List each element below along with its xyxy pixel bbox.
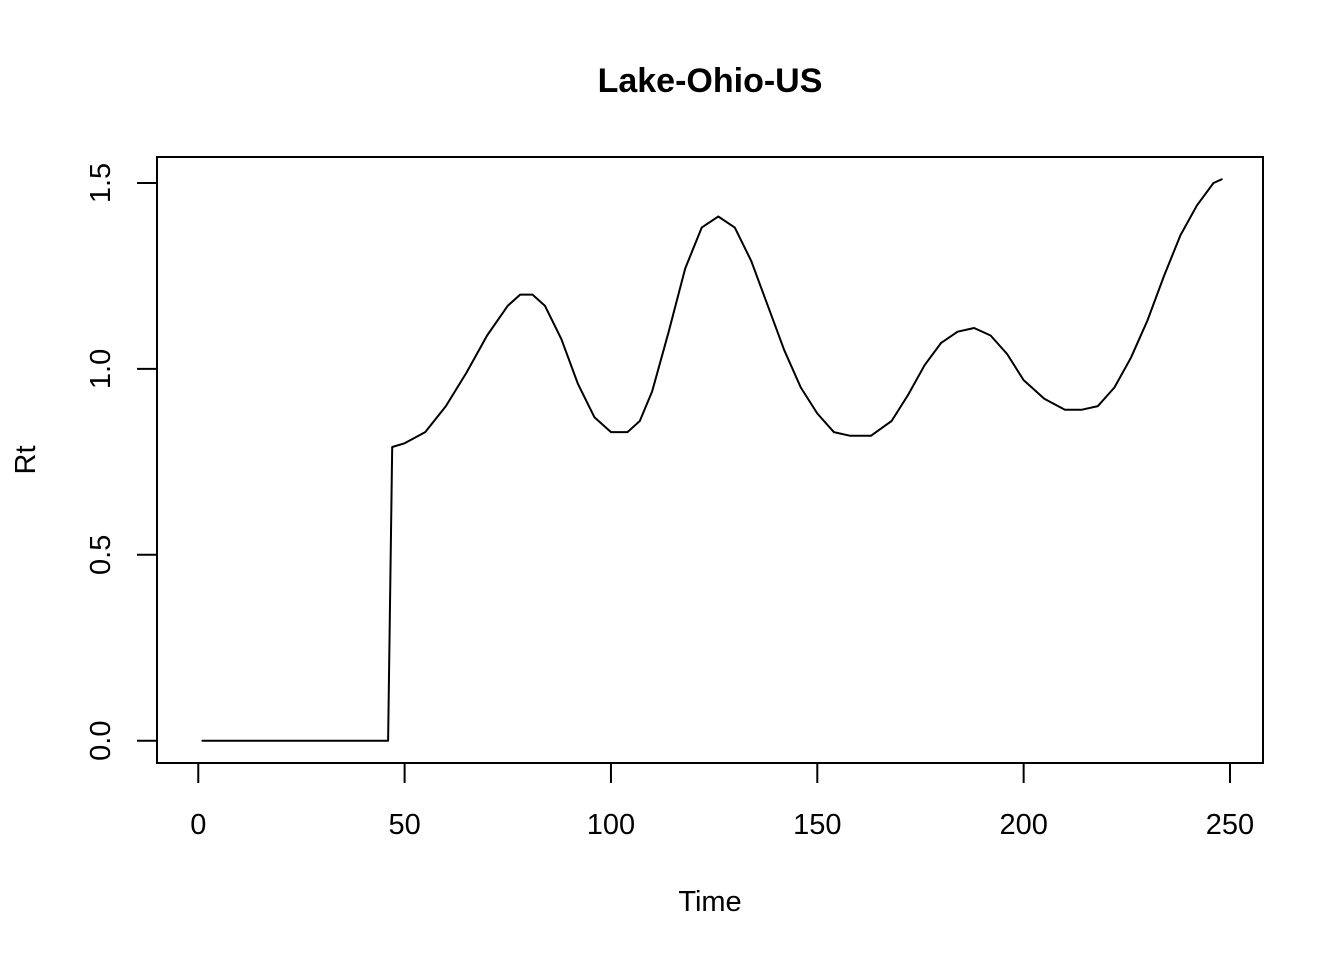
x-axis-label: Time <box>678 886 741 918</box>
plot-area-frame <box>156 156 1264 764</box>
y-axis: 0.0 0.5 1.0 1.5 <box>85 163 158 761</box>
x-tick-label: 200 <box>999 809 1047 841</box>
y-axis-label: Rt <box>10 446 42 475</box>
x-tick-label: 50 <box>388 809 420 841</box>
x-tick-label: 100 <box>587 809 635 841</box>
x-tick-label: 250 <box>1206 809 1254 841</box>
series-line <box>201 178 1223 742</box>
x-tick-label: 150 <box>793 809 841 841</box>
x-axis: 0 50 100 150 200 250 <box>190 762 1254 841</box>
x-tick-label: 0 <box>190 809 206 841</box>
y-tick-label: 0.5 <box>85 535 117 575</box>
y-tick-label: 1.5 <box>85 163 117 203</box>
series-layer <box>201 178 1223 742</box>
chart-title: Lake-Ohio-US <box>598 62 823 100</box>
y-tick-label: 0.0 <box>85 721 117 761</box>
y-tick-label: 1.0 <box>85 349 117 389</box>
